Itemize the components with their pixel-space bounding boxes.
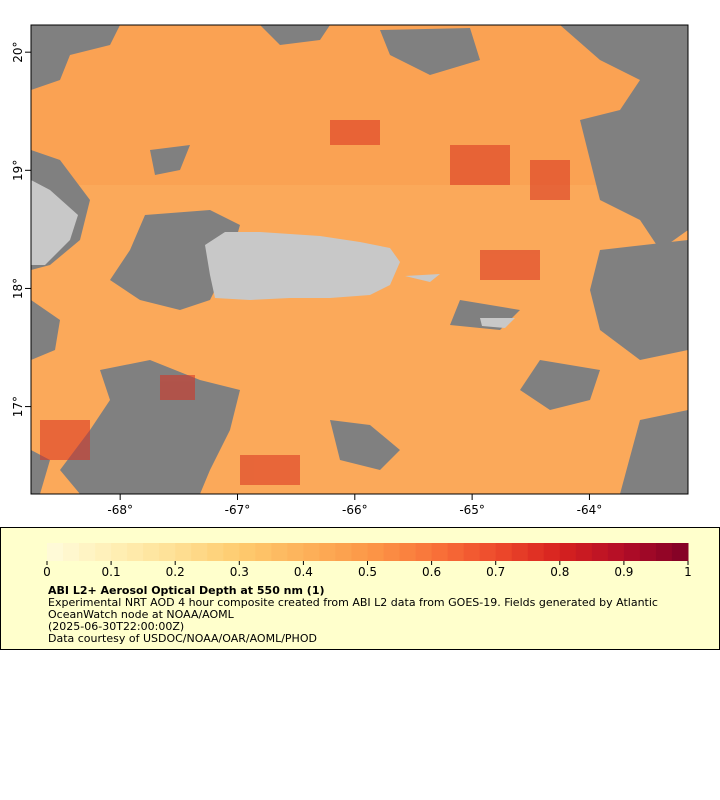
colorbar-tick-label: 0.9 [614, 565, 633, 579]
colorbar-swatch [607, 543, 625, 561]
y-tick-label: 17° [11, 396, 25, 417]
colorbar-swatch [207, 543, 224, 561]
map-frame [30, 24, 689, 495]
colorbar-swatch [383, 543, 401, 561]
colorbar-swatch [351, 543, 368, 561]
x-tick-label: -65° [459, 503, 485, 517]
colorbar-tick-label: 0.1 [102, 565, 121, 579]
colorbar-swatch [63, 543, 80, 561]
colorbar-tick-label: 0.3 [230, 565, 249, 579]
colorbar-swatch [495, 543, 513, 561]
colorbar-swatch [175, 543, 192, 561]
colorbar-swatch [655, 543, 673, 561]
colorbar-swatch [543, 543, 561, 561]
colorbar-swatch [271, 543, 288, 561]
legend-line: OceanWatch node at NOAA/AOML [48, 608, 235, 621]
colorbar-swatch [399, 543, 417, 561]
colorbar-swatch [511, 543, 529, 561]
legend-title: ABI L2+ Aerosol Optical Depth at 550 nm … [48, 584, 325, 597]
aod-field [31, 25, 688, 185]
colorbar-swatch [47, 543, 64, 561]
colorbar-tick-label: 0.2 [166, 565, 185, 579]
x-tick-label: -64° [577, 503, 603, 517]
colorbar-tick-label: 0.5 [358, 565, 377, 579]
axes: -68° -67° -66° -65° -64° 17° 18° 19° 20° [11, 42, 602, 517]
legend-line: (2025-06-30T22:00:00Z) [48, 620, 184, 633]
colorbar-swatch [143, 543, 160, 561]
colorbar-swatch [111, 543, 128, 561]
colorbar-swatch [671, 543, 689, 561]
colorbar-swatch [479, 543, 497, 561]
colorbar-swatch [127, 543, 144, 561]
colorbar-swatch [415, 543, 433, 561]
legend-line: Data courtesy of USDOC/NOAA/OAR/AOML/PHO… [48, 632, 317, 645]
colorbar-swatch [639, 543, 657, 561]
colorbar-swatch [223, 543, 240, 561]
colorbar-swatch [623, 543, 641, 561]
x-tick-label: -66° [342, 503, 368, 517]
colorbar-tick-label: 0.4 [294, 565, 313, 579]
high-aod-patch [40, 120, 570, 485]
colorbar-swatch [367, 543, 385, 561]
colorbar-swatch [95, 543, 112, 561]
colorbar-swatch [303, 543, 320, 561]
colorbar-swatch [255, 543, 272, 561]
colorbar-swatch [527, 543, 545, 561]
colorbar-swatch [559, 543, 577, 561]
colorbar-swatch [159, 543, 176, 561]
y-tick-label: 19° [11, 160, 25, 181]
legend-line: Experimental NRT AOD 4 hour composite cr… [48, 596, 658, 609]
x-tick-label: -68° [107, 503, 133, 517]
colorbar-swatch [431, 543, 449, 561]
colorbar-swatch [191, 543, 208, 561]
colorbar-swatch [79, 543, 96, 561]
colorbar-tick-label: 0.7 [486, 565, 505, 579]
y-tick-label: 18° [11, 278, 25, 299]
colorbar-swatch [447, 543, 465, 561]
map-image [31, 25, 688, 494]
colorbar-swatch [239, 543, 256, 561]
colorbar-tick-label: 0 [43, 565, 51, 579]
y-tick-label: 20° [11, 42, 25, 63]
land [31, 180, 515, 328]
colorbar-tick-label: 1 [684, 565, 692, 579]
colorbar-swatch [335, 543, 352, 561]
colorbar: 0 0.1 0.2 0.3 0.4 0.5 0.6 0.7 0.8 0.9 1 [43, 543, 692, 579]
x-tick-label: -67° [225, 503, 251, 517]
colorbar-swatch [591, 543, 609, 561]
colorbar-swatch [575, 543, 593, 561]
colorbar-swatch [463, 543, 481, 561]
colorbar-tick-label: 0.8 [550, 565, 569, 579]
colorbar-swatch [319, 543, 336, 561]
colorbar-tick-label: 0.6 [422, 565, 441, 579]
colorbar-swatch [287, 543, 304, 561]
